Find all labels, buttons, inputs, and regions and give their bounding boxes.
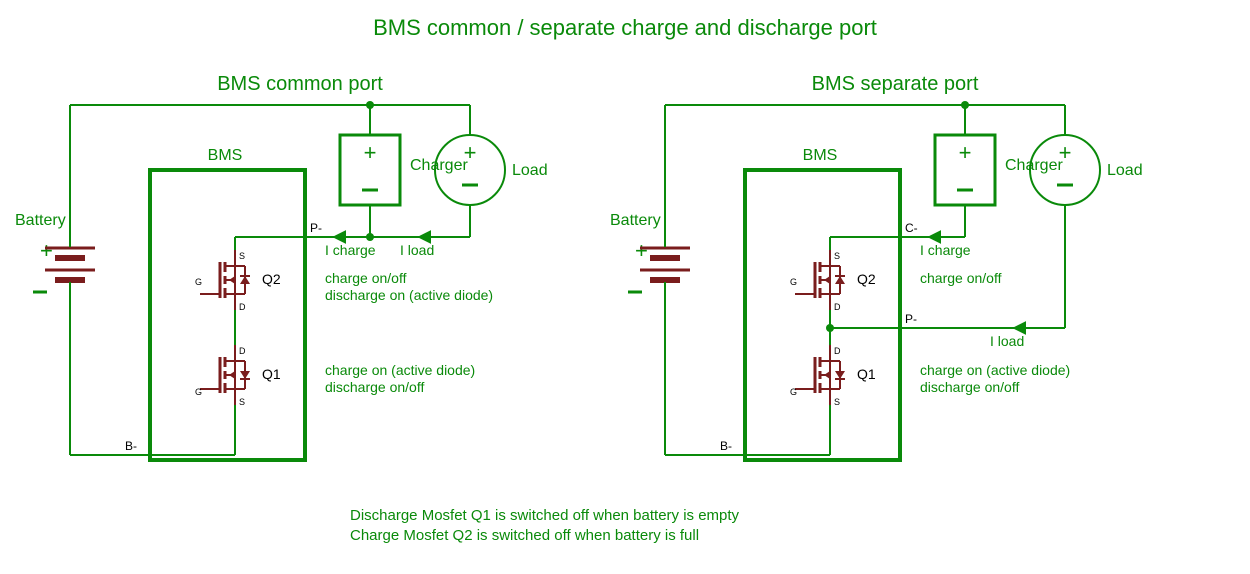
q2-note1: charge on/off xyxy=(325,270,407,286)
load-label: Load xyxy=(1107,162,1143,179)
i-charge-label: I charge xyxy=(325,242,376,258)
charger-label: Charger xyxy=(1005,157,1063,174)
battery-label: Battery xyxy=(15,212,66,229)
q2-note2: discharge on (active diode) xyxy=(325,287,493,303)
svg-text:G: G xyxy=(195,277,202,287)
svg-text:S: S xyxy=(239,397,245,407)
svg-text:D: D xyxy=(239,346,246,356)
svg-text:S: S xyxy=(834,251,840,261)
svg-text:S: S xyxy=(834,397,840,407)
mosfet-q1: G D S xyxy=(195,345,250,407)
c-minus-label: C- xyxy=(905,221,918,235)
q2-note1: charge on/off xyxy=(920,270,1002,286)
bms-label: BMS xyxy=(803,147,838,164)
q1-note1: charge on (active diode) xyxy=(325,362,475,378)
svg-text:G: G xyxy=(195,387,202,397)
bms-label: BMS xyxy=(208,147,243,164)
mosfet-q2: G S D xyxy=(195,250,250,312)
q1-note2: discharge on/off xyxy=(920,379,1019,395)
right-diagram: BMS separate port + Charger + Load Batte… xyxy=(610,73,1143,460)
charger-label: Charger xyxy=(410,157,468,174)
load-label: Load xyxy=(512,162,548,179)
footer-line-1: Discharge Mosfet Q1 is switched off when… xyxy=(350,507,740,524)
bms-box xyxy=(745,170,900,460)
load-plus: + xyxy=(1059,140,1072,165)
mosfet-q2: G S D xyxy=(790,250,845,312)
battery-plus: + xyxy=(40,238,53,263)
p-minus-label: P- xyxy=(310,221,322,235)
mosfet-q1: G D S xyxy=(790,345,845,407)
svg-text:D: D xyxy=(239,302,246,312)
i-charge-label: I charge xyxy=(920,242,971,258)
q1-note2: discharge on/off xyxy=(325,379,424,395)
p-minus-label: P- xyxy=(905,312,917,326)
i-load-label: I load xyxy=(400,242,434,258)
left-subtitle: BMS common port xyxy=(217,73,383,95)
right-subtitle: BMS separate port xyxy=(812,73,979,95)
battery-plus: + xyxy=(635,238,648,263)
q1-label: Q1 xyxy=(857,366,876,382)
svg-text:G: G xyxy=(790,387,797,397)
battery-label: Battery xyxy=(610,212,661,229)
svg-text:S: S xyxy=(239,251,245,261)
i-load-label: I load xyxy=(990,333,1024,349)
q2-label: Q2 xyxy=(262,271,281,287)
bms-box xyxy=(150,170,305,460)
q1-note1: charge on (active diode) xyxy=(920,362,1070,378)
q1-label: Q1 xyxy=(262,366,281,382)
b-minus-label: B- xyxy=(125,439,137,453)
charger-plus: + xyxy=(364,140,377,165)
load-plus: + xyxy=(464,140,477,165)
svg-text:G: G xyxy=(790,277,797,287)
left-diagram: BMS common port + Charger + Load Battery… xyxy=(15,73,548,460)
svg-text:D: D xyxy=(834,302,841,312)
charger-plus: + xyxy=(959,140,972,165)
q2-label: Q2 xyxy=(857,271,876,287)
b-minus-label: B- xyxy=(720,439,732,453)
svg-text:D: D xyxy=(834,346,841,356)
page-title: BMS common / separate charge and dischar… xyxy=(373,15,877,40)
footer-line-2: Charge Mosfet Q2 is switched off when ba… xyxy=(350,527,699,544)
